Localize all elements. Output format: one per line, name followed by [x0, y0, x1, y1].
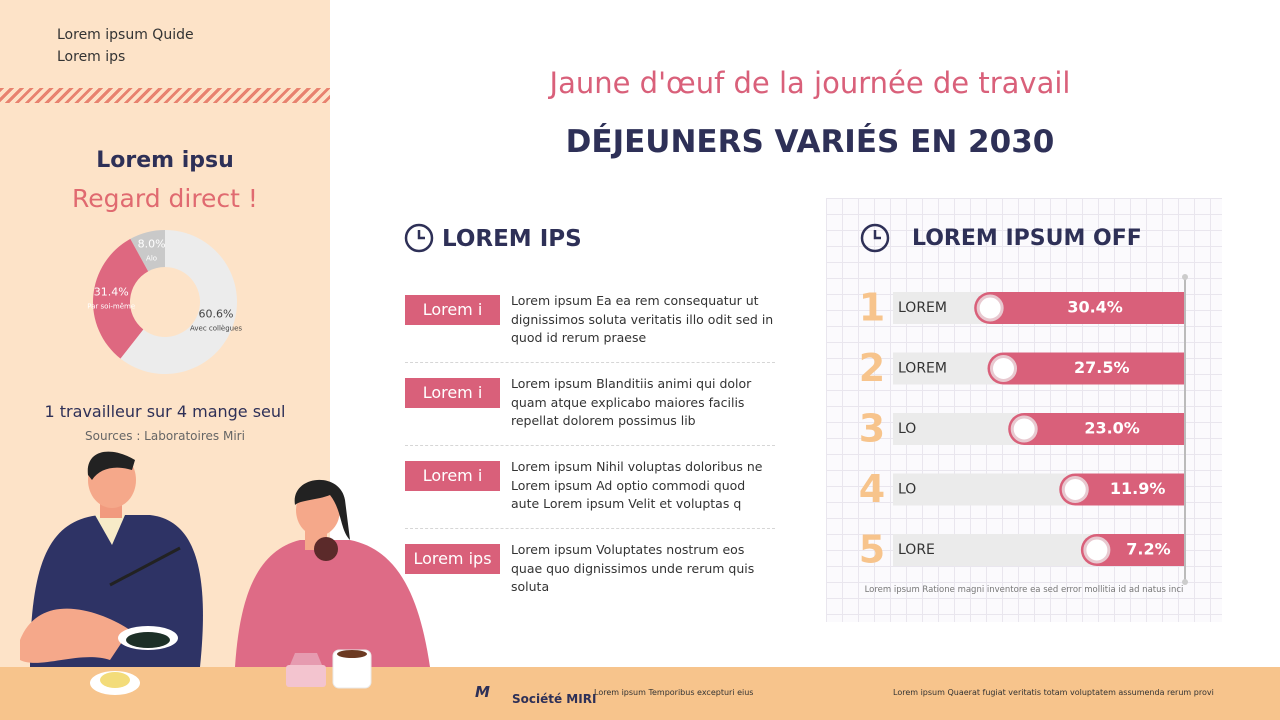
rank-number: 5 [859, 528, 885, 572]
donut-category-label: Avec collègues [190, 325, 242, 333]
bar-category: LOREM [898, 361, 947, 377]
title: DÉJEUNERS VARIÉS EN 2030 [565, 124, 1055, 160]
list-tag: Lorem i [405, 295, 500, 325]
logo: M [475, 683, 490, 701]
bar-end [1168, 473, 1184, 506]
subtitle: Jaune d'œuf de la journée de travail [549, 66, 1071, 100]
bar-category: LO [898, 421, 916, 437]
bar-knob [1061, 476, 1089, 503]
list-title: LOREM IPS [442, 226, 582, 252]
axis-end [1182, 274, 1188, 280]
bar-knob [1010, 415, 1038, 443]
bar-value-label: 23.0% [1084, 419, 1140, 438]
bar-value-label: 7.2% [1126, 540, 1170, 559]
hatch-stripe [0, 88, 330, 103]
bar-value-label: 11.9% [1110, 479, 1166, 498]
clock-icon [404, 223, 890, 253]
separator [405, 528, 775, 529]
rank-number: 2 [859, 346, 885, 390]
list-text: Lorem ipsum Voluptates nostrum eos quae … [511, 542, 755, 594]
rank-number: 1 [859, 286, 885, 330]
bar-end [1168, 352, 1184, 385]
footer-right: Lorem ipsum Quaerat fugiat veritatis tot… [893, 688, 1214, 697]
list-text: Lorem ipsum Blanditiis animi qui dolor q… [511, 376, 752, 428]
donut-segment [130, 230, 165, 272]
list-text: Lorem ipsum Nihil voluptas doloribus ne … [511, 459, 763, 511]
brand: Société MIRI [512, 692, 597, 706]
separator [405, 445, 775, 446]
bar-end [1168, 413, 1184, 445]
bar-value-label: 30.4% [1067, 298, 1123, 317]
donut-category-label: Par soi-même [87, 303, 135, 311]
bar-knob [976, 294, 1004, 322]
rank-number: 4 [859, 467, 885, 511]
footer-bar [0, 667, 1280, 720]
donut-category-label: Alo [146, 255, 157, 263]
bar-knob [1083, 536, 1111, 564]
donut-segment [92, 238, 149, 359]
source: Sources : Laboratoires Miri [85, 429, 245, 443]
side-line: Lorem ips [57, 49, 126, 65]
ranking-note: Lorem ipsum Ratione magni inventore ea s… [864, 585, 1184, 595]
donut-segment [120, 230, 237, 374]
rank-number: 3 [859, 407, 885, 451]
bar-value-label: 27.5% [1074, 358, 1130, 377]
footer-left: Lorem ipsum Temporibus excepturi eius [594, 688, 754, 697]
list-tag: Lorem i [405, 378, 500, 408]
bar-knob [990, 355, 1017, 382]
bar [1008, 413, 1184, 445]
separator [405, 362, 775, 363]
ranking-title: LOREM IPSUM OFF [912, 226, 1142, 251]
bar-end [1168, 534, 1184, 566]
bar-end [1168, 292, 1184, 324]
donut-value-label: 31.4% [94, 286, 129, 299]
axis-end [1182, 579, 1188, 585]
bar-category: LORE [898, 542, 935, 558]
list-tag: Lorem i [405, 461, 500, 491]
bar-category: LOREM [898, 300, 947, 316]
bar-category: LO [898, 482, 916, 498]
bar [974, 292, 1184, 324]
stat: 1 travailleur sur 4 mange seul [44, 402, 286, 421]
side-line: Lorem ipsum Quide [57, 27, 194, 43]
donut-value-label: 8.0% [138, 238, 166, 251]
bar [987, 352, 1184, 385]
illustration [20, 451, 430, 695]
list-text: Lorem ipsum Ea ea rem consequatur ut dig… [511, 293, 774, 345]
side-heading: Lorem ipsu [96, 148, 234, 173]
donut-value-label: 60.6% [199, 308, 234, 321]
list-tag: Lorem ips [405, 544, 500, 574]
side-subheading: Regard direct ! [72, 184, 258, 213]
bar [1059, 473, 1184, 506]
